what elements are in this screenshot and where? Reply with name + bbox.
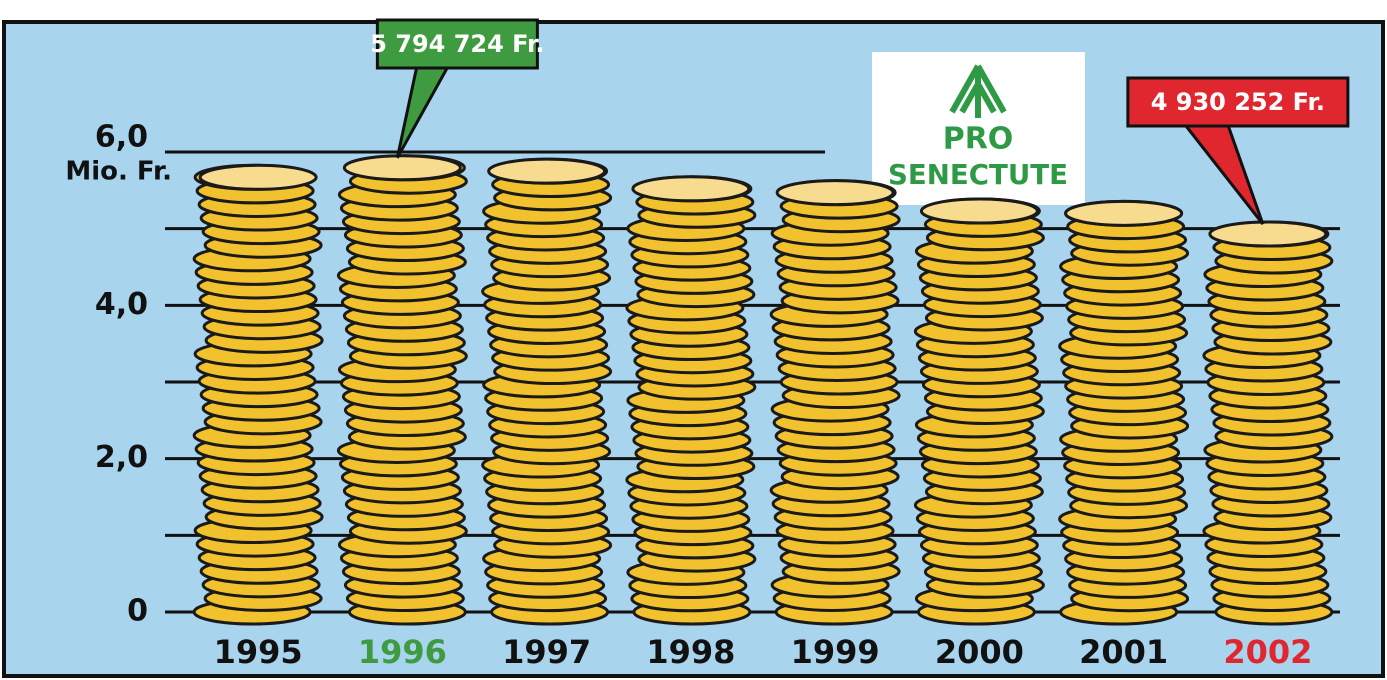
coin-stack — [627, 177, 755, 624]
y-tick-label: 4,0 — [95, 287, 148, 322]
x-tick-label: 1999 — [791, 633, 880, 671]
x-tick-label: 2000 — [935, 633, 1024, 671]
coin-top — [489, 159, 605, 183]
coin-stack — [1060, 201, 1188, 624]
logo-text: PRO — [943, 122, 1014, 157]
x-tick-label: 1998 — [646, 633, 735, 671]
data-label: 4 930 252 Fr. — [1151, 88, 1325, 116]
coin-top — [1066, 201, 1182, 225]
coin-top — [633, 177, 749, 201]
coin-stack — [771, 181, 899, 624]
y-tick-label: 6,0 — [95, 120, 148, 155]
logo: PRO SENECTUTE — [872, 52, 1085, 205]
chart: PRO SENECTUTE 0 2,0 4,0 6,0Mio. Fr. 1995 1996… — [0, 0, 1387, 680]
coin-stack — [915, 199, 1043, 624]
x-tick-label: 2002 — [1223, 633, 1312, 671]
coin-top — [777, 181, 893, 205]
coin-stack — [483, 159, 611, 624]
y-tick-label: 0 — [127, 594, 148, 629]
x-tick-label: 1996 — [358, 633, 447, 671]
coin-stack — [194, 165, 322, 624]
x-tick-label: 1997 — [502, 633, 591, 671]
y-tick-label: 2,0 — [95, 440, 148, 475]
coin-stack — [1204, 222, 1332, 624]
x-tick-label: 2001 — [1079, 633, 1168, 671]
coin-top — [344, 156, 460, 180]
coin-stack — [338, 156, 466, 624]
coin-top — [921, 199, 1037, 223]
y-axis-unit: Mio. Fr. — [65, 157, 172, 187]
logo-text: SENECTUTE — [888, 158, 1068, 191]
coin-top — [200, 165, 316, 189]
coin-top — [1210, 222, 1326, 246]
data-label: 5 794 724 Fr. — [370, 30, 544, 58]
x-tick-label: 1995 — [214, 633, 303, 671]
